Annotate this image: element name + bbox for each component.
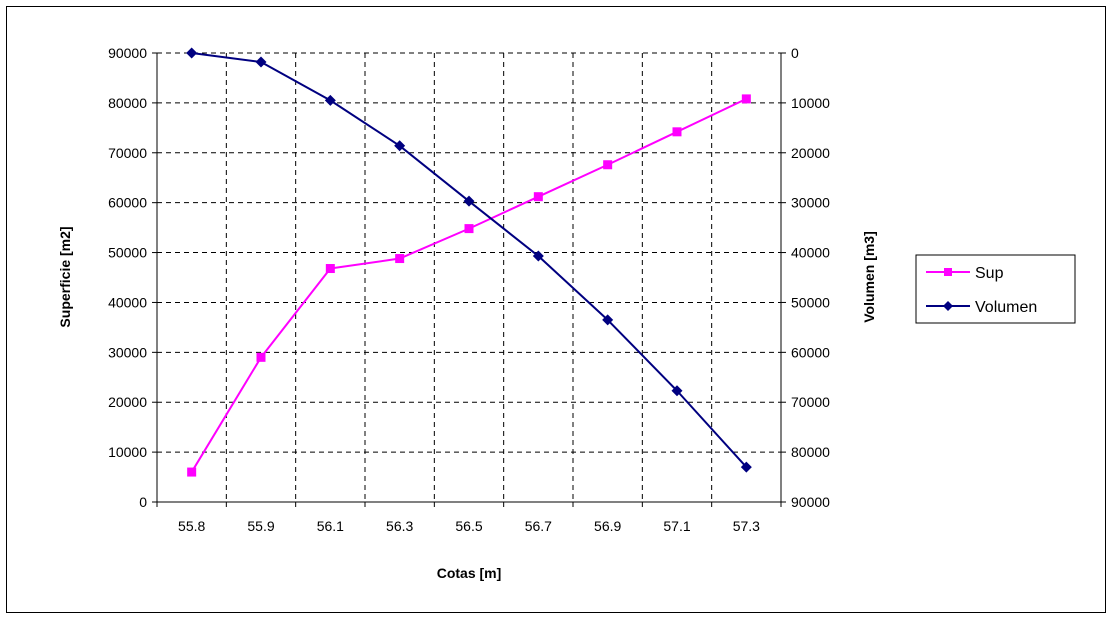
y-left-tick-label: 30000 (108, 344, 147, 360)
y-left-tick-label: 90000 (108, 45, 147, 61)
series-volumen-point (324, 94, 336, 106)
y-right-tick-label: 80000 (791, 444, 830, 460)
grid-layer (157, 52, 781, 502)
series-layer (186, 47, 752, 477)
y-right-tick-label: 0 (791, 45, 799, 61)
y-left-tick-label: 50000 (108, 245, 147, 261)
plot-area (157, 53, 781, 502)
legend-box (915, 254, 1076, 324)
series-volumen-point (532, 250, 544, 262)
y-left-tick-label: 20000 (108, 394, 147, 410)
axes-layer (152, 52, 786, 507)
x-axis-ticks: 55.8 55.9 56.1 56.3 56.5 56.7 56.9 57.1 57.3 (178, 518, 760, 534)
x-tick-label: 56.3 (386, 518, 413, 534)
x-tick-label: 56.5 (455, 518, 482, 534)
y-left-tick-label: 60000 (108, 195, 147, 211)
x-axis-title: Cotas [m] (437, 565, 502, 581)
right-axis-ticks: 0 10000 20000 30000 40000 50000 60000 70000 8000… (791, 45, 830, 510)
x-tick-label: 57.1 (663, 518, 690, 534)
x-tick-label: 55.8 (178, 518, 205, 534)
series-sup-point (672, 127, 682, 137)
legend-sup-marker (944, 268, 952, 276)
series-volumen-point (255, 56, 267, 68)
series-volumen-point (463, 195, 475, 207)
legend-volumen-marker (943, 301, 953, 311)
y-left-tick-label: 70000 (108, 145, 147, 161)
series-volumen-point (671, 385, 683, 397)
y-right-tick-label: 90000 (791, 494, 830, 510)
series-sup-point (603, 160, 613, 170)
y-right-tick-label: 60000 (791, 344, 830, 360)
x-tick-label: 56.1 (317, 518, 344, 534)
x-tick-label: 55.9 (247, 518, 274, 534)
y-left-tick-label: 0 (139, 494, 147, 510)
x-tick-label: 56.9 (594, 518, 621, 534)
chart-svg: 0 10000 20000 30000 40000 50000 60000 70000 8000… (57, 45, 1076, 581)
series-sup-point (741, 94, 751, 104)
y-right-tick-label: 40000 (791, 245, 830, 261)
legend-sup-label: Sup (975, 265, 1004, 282)
series-sup-point (533, 192, 543, 202)
y-right-tick-label: 10000 (791, 95, 830, 111)
series-sup-point (187, 467, 197, 477)
y-right-tick-label: 30000 (791, 195, 830, 211)
series-volumen-point (602, 314, 614, 326)
series-sup-point (395, 254, 405, 264)
y-right-tick-label: 70000 (791, 394, 830, 410)
y-left-tick-label: 40000 (108, 294, 147, 310)
legend: Sup Volumen (915, 254, 1076, 324)
series-sup-point (325, 264, 335, 274)
y-left-tick-label: 80000 (108, 95, 147, 111)
y-axis-right-title: Volumen [m3] (861, 231, 877, 323)
x-tick-label: 56.7 (525, 518, 552, 534)
y-left-tick-label: 10000 (108, 444, 147, 460)
series-sup-point (464, 224, 474, 234)
series-volumen-point (740, 461, 752, 473)
y-right-tick-label: 50000 (791, 294, 830, 310)
chart-frame: 0 10000 20000 30000 40000 50000 60000 70000 8000… (6, 6, 1106, 613)
x-tick-label: 57.3 (733, 518, 760, 534)
series-sup-point (256, 352, 266, 362)
series-volumen-point (186, 47, 198, 59)
series-volumen-point (394, 140, 406, 152)
left-axis-ticks: 0 10000 20000 30000 40000 50000 60000 70000 8000… (108, 45, 147, 510)
y-right-tick-label: 20000 (791, 145, 830, 161)
y-axis-left-title: Superficie [m2] (57, 226, 73, 327)
legend-volumen-label: Volumen (975, 299, 1037, 316)
